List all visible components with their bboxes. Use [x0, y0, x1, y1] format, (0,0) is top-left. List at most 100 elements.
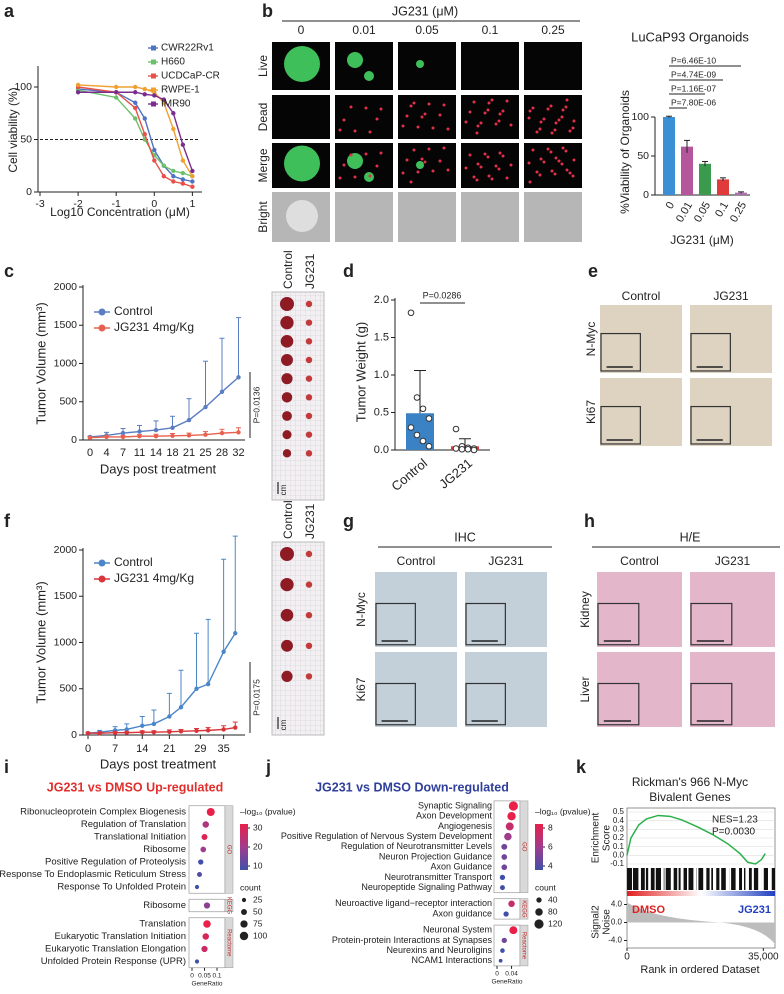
data-point	[120, 434, 126, 440]
data-point	[205, 728, 211, 733]
legend-title: –log₁₀ (pvalue)	[240, 806, 296, 816]
x-axis-label: GeneRatio	[491, 979, 522, 986]
dead-cell	[353, 129, 357, 133]
dead-cell	[560, 162, 564, 166]
legend-label: 25	[253, 894, 263, 904]
data-point	[190, 179, 195, 184]
dead-cell	[375, 117, 379, 121]
data-point	[153, 433, 159, 439]
inset	[690, 332, 731, 372]
legend-label: 6	[548, 841, 553, 851]
micrograph	[597, 652, 682, 727]
panel-letter: i	[4, 757, 9, 777]
legend-size	[241, 909, 247, 915]
legend-label: 10	[253, 860, 263, 870]
micrograph	[398, 42, 456, 90]
dead-cell	[375, 164, 379, 168]
barcode-gap	[670, 868, 674, 890]
es-curve	[626, 814, 766, 865]
data-point	[133, 90, 138, 95]
inset	[375, 602, 416, 646]
dead-cell	[494, 122, 498, 126]
barcode-gap	[680, 868, 684, 890]
barcode-gap	[725, 868, 730, 890]
y-tick-label: 50	[637, 150, 649, 162]
data-point	[113, 90, 119, 95]
data-point	[413, 394, 421, 401]
dot	[507, 812, 516, 821]
data-point	[180, 158, 186, 163]
y-tick-label: 0	[71, 434, 77, 446]
barcode-gap	[758, 868, 762, 890]
annotation: P=0.0030	[712, 827, 756, 838]
row-label: Liver	[578, 676, 592, 702]
data-point	[151, 721, 157, 727]
dead-cell	[464, 166, 468, 170]
x-tick-label: 0	[495, 971, 499, 978]
data-point	[194, 686, 199, 691]
term-label: Protein-protein Interactions at Synapses	[332, 935, 493, 945]
dead-cell	[571, 126, 575, 130]
data-point	[161, 163, 167, 168]
barcode-gap	[729, 868, 732, 890]
data-point	[85, 730, 91, 736]
legend-label: 80	[548, 906, 558, 916]
barcode-gap	[735, 868, 740, 890]
data-point	[186, 433, 192, 438]
tumor	[280, 577, 294, 592]
y-tick-label: -4.0	[608, 936, 622, 945]
bar	[681, 146, 693, 195]
y-tick-label: 0	[71, 729, 77, 741]
dead-cell	[438, 159, 442, 163]
color-scale	[535, 824, 543, 870]
y-axis-label: Tumor Volume (mm³)	[33, 302, 48, 424]
x-tick-label: Control	[388, 455, 430, 493]
micrograph	[524, 192, 582, 242]
dead-cell	[571, 174, 575, 178]
legend-size	[241, 897, 247, 903]
data-point	[236, 430, 241, 435]
legend-marker	[98, 575, 106, 583]
dot	[202, 933, 210, 940]
x-tick-label: -1	[112, 198, 121, 210]
tumor	[305, 338, 313, 345]
dot	[501, 854, 508, 860]
strip-label: KEGG	[520, 900, 526, 918]
photo-label: JG231	[303, 503, 317, 539]
micrograph	[600, 378, 682, 446]
data-point	[142, 92, 147, 97]
inset	[600, 405, 641, 445]
dead-cell	[549, 104, 553, 108]
dead-cell	[565, 98, 569, 102]
photo-label: Control	[281, 500, 295, 539]
term-label: Translation	[139, 919, 186, 930]
micrograph	[461, 95, 519, 139]
dead-cell	[475, 178, 479, 182]
y-tick-label: 1500	[54, 590, 78, 602]
color-scale	[240, 824, 248, 870]
legend-label: 75	[253, 918, 263, 928]
panel-letter: f	[4, 511, 11, 531]
row-label: Bright	[256, 201, 270, 233]
term-label: Ribonucleoprotein Complex Biogenesis	[20, 807, 186, 818]
dead-cell	[505, 99, 509, 103]
micrograph	[690, 652, 775, 727]
legend-marker	[98, 559, 106, 567]
dead-cell	[539, 120, 543, 124]
x-tick-label: 35	[218, 743, 230, 755]
dead-cell	[446, 127, 450, 131]
data-point	[133, 116, 138, 121]
term-label: Neuropeptide Signaling Pathway	[361, 882, 492, 892]
dead-cell	[472, 100, 476, 104]
legend-size	[535, 908, 543, 916]
term-label: Translational Initiation	[94, 832, 186, 843]
dead-cell	[423, 112, 427, 116]
dead-cell	[535, 130, 539, 134]
data-point	[413, 431, 421, 439]
x-tick-label: 25	[199, 447, 211, 459]
row-label: Live	[256, 55, 270, 77]
inset	[690, 405, 731, 445]
inset	[690, 682, 733, 726]
p-value: P=4.74E-09	[671, 69, 716, 79]
line	[89, 376, 239, 438]
